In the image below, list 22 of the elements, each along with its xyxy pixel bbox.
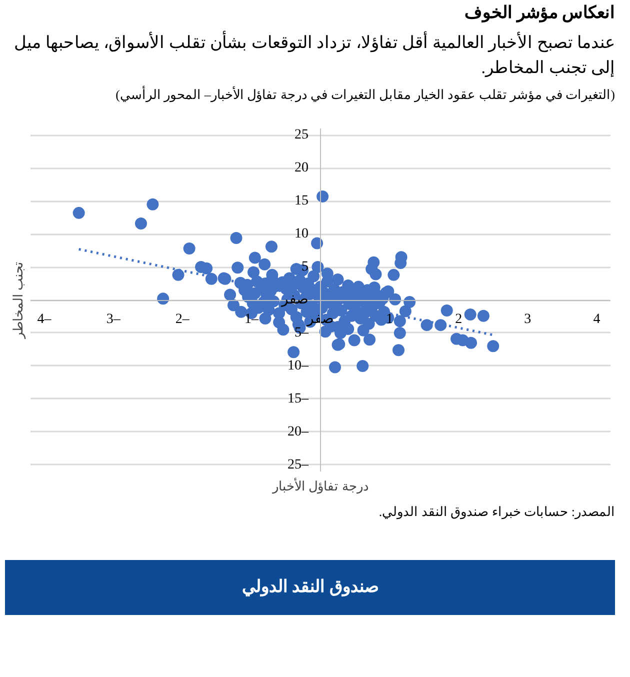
x-axis-title: درجة تفاؤل الأخبار: [271, 478, 369, 494]
x-tick-label: 4–: [37, 312, 52, 327]
x-tick-label: 4: [593, 312, 600, 327]
chart-title: انعكاس مؤشر الخوف: [464, 2, 615, 24]
x-tick-label: 1: [386, 312, 394, 327]
y-tick-label: 20–: [288, 424, 310, 440]
y-tick-label: 25: [294, 128, 308, 143]
y-axis-title: تجنب المخاطر: [10, 261, 26, 340]
chart-subtitle: عندما تصبح الأخبار العالمية أقل تفاؤلا، تزداد التوقعات بشأن تقلب الأسواق، يصاحبها ميل إلى تجنب المخاطر.: [13, 30, 615, 80]
y-tick-label: 10: [294, 226, 308, 242]
x-tick-label: 2: [455, 312, 462, 327]
y-tick-label: 25–: [288, 457, 310, 472]
text: المصدر: حسابات خبراء صندوق النقد الدولي.: [378, 503, 615, 522]
y-tick-label: 15–: [288, 391, 310, 406]
y-tick-label: 20: [294, 160, 308, 176]
text: (التغيرات في مؤشر تقلب عقود الخيار مقابل التغيرات في درجة تفاؤل الأخبار– المحور الرأسي): [116, 84, 615, 104]
x-tick-label: 3–: [106, 312, 122, 327]
y-tick-label: 15: [294, 194, 308, 209]
text: صندوق النقد الدولي: [242, 576, 378, 598]
x-tick-label: 2–: [175, 312, 190, 327]
y-tick-label: 10–: [288, 358, 310, 374]
x-tick-label: 3: [524, 312, 532, 327]
